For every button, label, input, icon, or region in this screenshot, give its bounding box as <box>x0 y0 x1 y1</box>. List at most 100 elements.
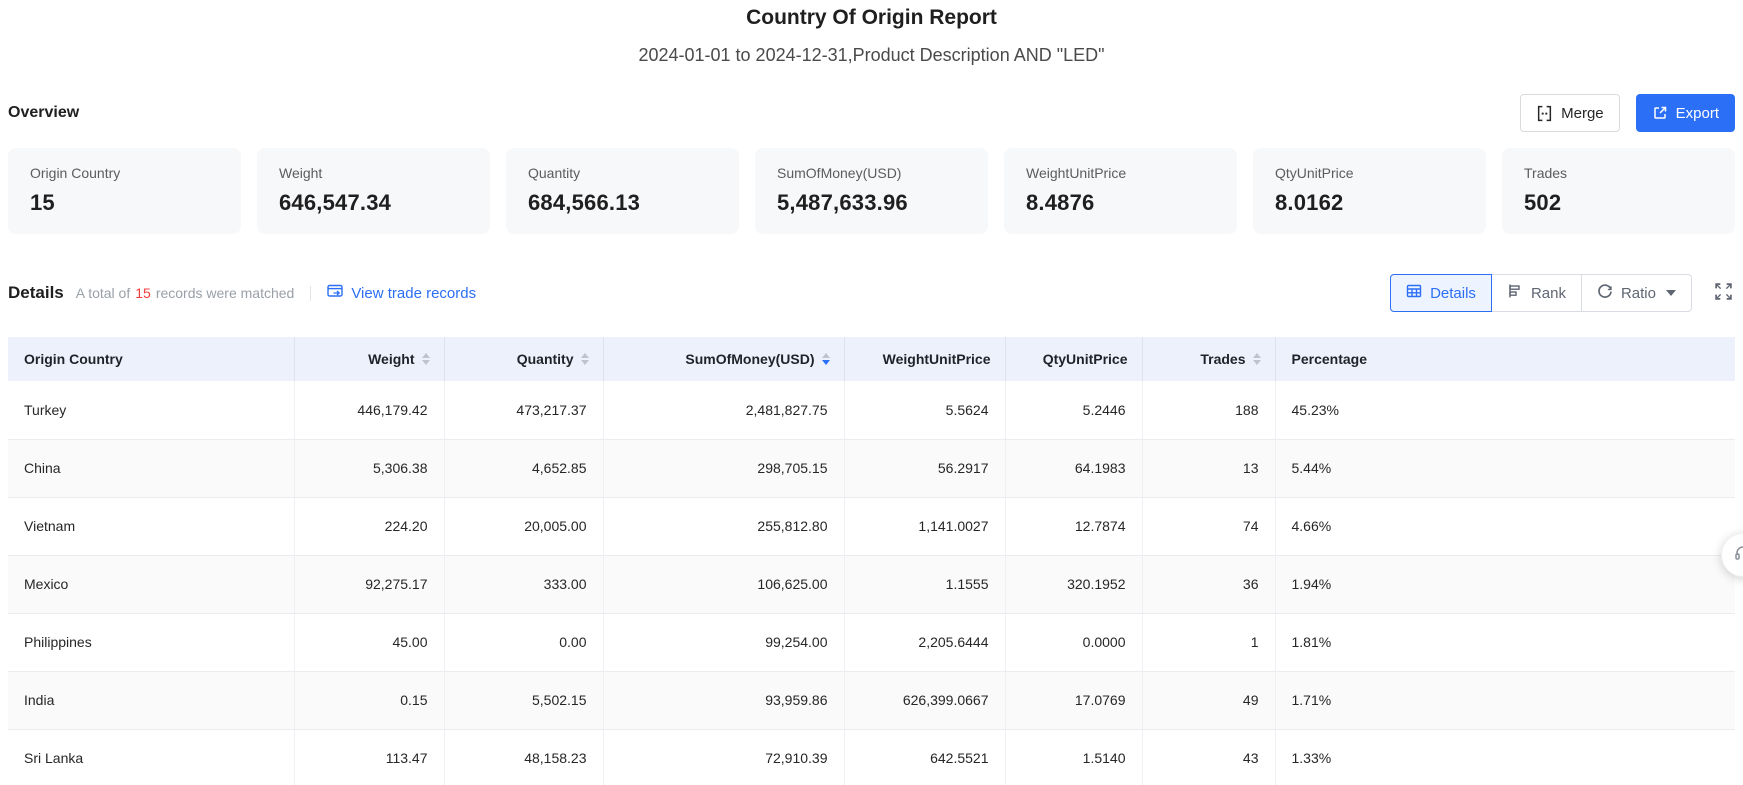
column-label: Weight <box>368 351 414 367</box>
merge-button[interactable]: Merge <box>1520 94 1620 132</box>
tab-rank-label: Rank <box>1531 285 1566 302</box>
cell-weight: 45.00 <box>294 613 444 671</box>
cell-trades: 49 <box>1142 671 1275 729</box>
cell-weight: 446,179.42 <box>294 381 444 439</box>
cell-quantity: 4,652.85 <box>444 439 603 497</box>
cell-weight: 92,275.17 <box>294 555 444 613</box>
tab-ratio-label: Ratio <box>1621 285 1656 302</box>
origin-country-table: Origin Country Weight Quantity SumOfMone… <box>8 337 1735 785</box>
column-header-trades[interactable]: Trades <box>1142 337 1275 381</box>
cell-origin-country: Mexico <box>8 555 294 613</box>
tab-details[interactable]: Details <box>1390 274 1492 312</box>
cell-qty-unit-price: 0.0000 <box>1005 613 1142 671</box>
cell-origin-country: Sri Lanka <box>8 729 294 785</box>
column-label: Quantity <box>517 351 574 367</box>
column-label: QtyUnitPrice <box>1043 351 1128 367</box>
overview-stat-cards: Origin Country 15 Weight 646,547.34 Quan… <box>8 148 1735 234</box>
overview-actions: Merge Export <box>1520 94 1735 132</box>
cell-origin-country: China <box>8 439 294 497</box>
cell-weight: 224.20 <box>294 497 444 555</box>
column-header-quantity[interactable]: Quantity <box>444 337 603 381</box>
stat-card-qty-unit-price: QtyUnitPrice 8.0162 <box>1253 148 1486 234</box>
cell-sum-of-money: 106,625.00 <box>603 555 844 613</box>
sort-carets[interactable] <box>822 353 830 365</box>
page-title: Country Of Origin Report <box>8 0 1735 30</box>
column-label: Origin Country <box>24 351 123 367</box>
cell-weight: 5,306.38 <box>294 439 444 497</box>
cell-trades: 43 <box>1142 729 1275 785</box>
export-button[interactable]: Export <box>1636 94 1735 132</box>
fullscreen-button[interactable] <box>1712 280 1735 306</box>
column-header-weight[interactable]: Weight <box>294 337 444 381</box>
table-header-row: Origin Country Weight Quantity SumOfMone… <box>8 337 1735 381</box>
sort-carets[interactable] <box>581 353 589 365</box>
cell-quantity: 20,005.00 <box>444 497 603 555</box>
sort-carets[interactable] <box>422 353 430 365</box>
cell-weight: 113.47 <box>294 729 444 785</box>
cell-quantity: 333.00 <box>444 555 603 613</box>
cell-weight-unit-price: 56.2917 <box>844 439 1005 497</box>
details-bar: Details A total of 15 records were match… <box>8 274 1735 312</box>
cell-sum-of-money: 255,812.80 <box>603 497 844 555</box>
details-bar-right: Details Rank <box>1390 274 1735 312</box>
cell-percentage: 45.23% <box>1275 381 1735 439</box>
cell-weight-unit-price: 2,205.6444 <box>844 613 1005 671</box>
tab-rank[interactable]: Rank <box>1491 274 1582 312</box>
stat-card-label: Quantity <box>528 165 717 181</box>
column-header-sum-of-money[interactable]: SumOfMoney(USD) <box>603 337 844 381</box>
fullscreen-expand-icon <box>1714 289 1733 304</box>
cell-origin-country: Vietnam <box>8 497 294 555</box>
report-header: Country Of Origin Report 2024-01-01 to 2… <box>8 0 1735 66</box>
match-count: 15 <box>130 285 156 301</box>
details-heading: Details <box>8 283 64 303</box>
column-header-percentage: Percentage <box>1275 337 1735 381</box>
cell-qty-unit-price: 1.5140 <box>1005 729 1142 785</box>
export-button-label: Export <box>1676 105 1719 122</box>
view-trade-records-link[interactable]: View trade records <box>327 284 476 303</box>
tab-ratio[interactable]: Ratio <box>1581 274 1692 312</box>
column-label: WeightUnitPrice <box>883 351 991 367</box>
cell-quantity: 48,158.23 <box>444 729 603 785</box>
rank-bars-icon <box>1507 283 1523 303</box>
chevron-down-icon <box>1666 290 1676 296</box>
overview-bar: Overview Merge <box>8 94 1735 132</box>
cell-sum-of-money: 72,910.39 <box>603 729 844 785</box>
cell-percentage: 5.44% <box>1275 439 1735 497</box>
cell-weight-unit-price: 1.1555 <box>844 555 1005 613</box>
cell-weight-unit-price: 5.5624 <box>844 381 1005 439</box>
stat-card-value: 502 <box>1524 190 1713 216</box>
stat-card-value: 8.4876 <box>1026 190 1215 216</box>
table-row: Philippines 45.00 0.00 99,254.00 2,205.6… <box>8 613 1735 671</box>
headset-icon <box>1733 543 1743 568</box>
column-header-weight-unit-price: WeightUnitPrice <box>844 337 1005 381</box>
merge-cells-icon <box>1536 105 1553 122</box>
overview-heading: Overview <box>8 104 79 122</box>
report-filter-subtitle: 2024-01-01 to 2024-12-31,Product Descrip… <box>8 45 1735 66</box>
cell-qty-unit-price: 17.0769 <box>1005 671 1142 729</box>
cell-trades: 188 <box>1142 381 1275 439</box>
sort-carets[interactable] <box>1253 353 1261 365</box>
window-arrow-icon <box>327 284 344 303</box>
cell-sum-of-money: 298,705.15 <box>603 439 844 497</box>
stat-card-value: 15 <box>30 190 219 216</box>
cell-percentage: 1.33% <box>1275 729 1735 785</box>
cell-sum-of-money: 99,254.00 <box>603 613 844 671</box>
table-row: India 0.15 5,502.15 93,959.86 626,399.06… <box>8 671 1735 729</box>
stat-card-value: 5,487,633.96 <box>777 190 966 216</box>
table-row: Vietnam 224.20 20,005.00 255,812.80 1,14… <box>8 497 1735 555</box>
export-arrow-icon <box>1652 105 1668 121</box>
stat-card-weight: Weight 646,547.34 <box>257 148 490 234</box>
view-mode-tab-group: Details Rank <box>1390 274 1692 312</box>
column-header-qty-unit-price: QtyUnitPrice <box>1005 337 1142 381</box>
cell-qty-unit-price: 64.1983 <box>1005 439 1142 497</box>
stat-card-value: 684,566.13 <box>528 190 717 216</box>
ratio-ring-icon <box>1597 283 1613 303</box>
match-summary: A total of 15 records were matched <box>76 285 295 301</box>
stat-card-origin-country: Origin Country 15 <box>8 148 241 234</box>
stat-card-label: Weight <box>279 165 468 181</box>
cell-sum-of-money: 2,481,827.75 <box>603 381 844 439</box>
stat-card-value: 646,547.34 <box>279 190 468 216</box>
cell-origin-country: India <box>8 671 294 729</box>
cell-percentage: 1.71% <box>1275 671 1735 729</box>
table-row: Turkey 446,179.42 473,217.37 2,481,827.7… <box>8 381 1735 439</box>
